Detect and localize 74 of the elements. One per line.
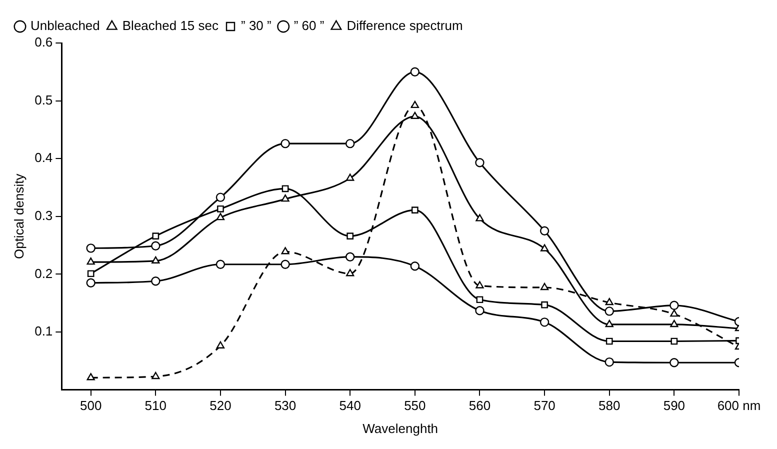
point (152, 372, 160, 380)
y-tick-label: 0.3 (34, 208, 53, 223)
point (86, 373, 95, 380)
point (346, 174, 354, 181)
point (540, 318, 550, 327)
point (151, 276, 160, 286)
point (476, 296, 484, 304)
legend-label: ” 30 ” (241, 18, 272, 34)
point (540, 282, 549, 290)
point (280, 138, 290, 148)
point (152, 256, 160, 264)
point (410, 112, 419, 120)
point (281, 194, 290, 202)
point (86, 244, 96, 253)
point (410, 67, 420, 76)
point (475, 158, 484, 168)
point (87, 270, 94, 278)
y-tick-label: 0.6 (34, 34, 53, 50)
point (670, 338, 678, 345)
x-tick-label: 600 nm (717, 398, 761, 414)
x-tick-label: 570 (534, 398, 556, 414)
y-axis-title: Optical density (11, 173, 26, 260)
point (604, 357, 614, 367)
point (410, 262, 420, 271)
point (670, 320, 678, 328)
point (86, 278, 96, 288)
x-tick-label: 540 (339, 398, 361, 414)
point (606, 338, 613, 345)
x-tick-label: 550 (404, 398, 426, 414)
point (216, 192, 226, 202)
point (411, 206, 418, 214)
point (476, 214, 484, 222)
point (670, 300, 679, 310)
y-tick-label: 0.4 (34, 150, 53, 166)
point (670, 358, 679, 368)
point (540, 244, 549, 252)
point (410, 100, 419, 108)
point (217, 205, 224, 212)
x-tick-label: 560 (468, 398, 491, 414)
point (670, 309, 678, 317)
point (540, 226, 550, 236)
y-tick-label: 0.2 (34, 266, 53, 281)
legend-label: Unbleached (30, 18, 100, 34)
point (151, 241, 160, 250)
point (605, 298, 614, 306)
point (280, 260, 290, 269)
point (541, 301, 548, 308)
point (346, 138, 355, 148)
point (346, 269, 354, 276)
legend-label: ” 60 ” (294, 18, 324, 34)
point (216, 341, 225, 348)
point (346, 252, 355, 262)
x-tick-label: 500 (80, 398, 102, 414)
point (86, 257, 95, 265)
point (476, 281, 484, 288)
point (216, 212, 225, 220)
point (605, 320, 614, 328)
x-tick-label: 590 (663, 398, 686, 414)
x-tick-label: 510 (144, 398, 167, 414)
point (346, 232, 354, 240)
point (216, 260, 226, 269)
point (152, 232, 160, 240)
point (282, 185, 289, 192)
x-tick-label: 530 (274, 398, 296, 414)
point (281, 247, 290, 254)
point (604, 306, 614, 316)
y-tick-label: 0.1 (34, 324, 53, 339)
legend-label: Difference spectrum (346, 18, 463, 34)
x-tick-label: 580 (598, 398, 620, 414)
point (475, 306, 484, 316)
x-tick-label: 520 (210, 398, 232, 414)
legend-label: Bleached 15 sec (122, 18, 220, 34)
x-axis-title: Wavelenghth (362, 420, 438, 436)
y-tick-label: 0.5 (34, 92, 53, 108)
